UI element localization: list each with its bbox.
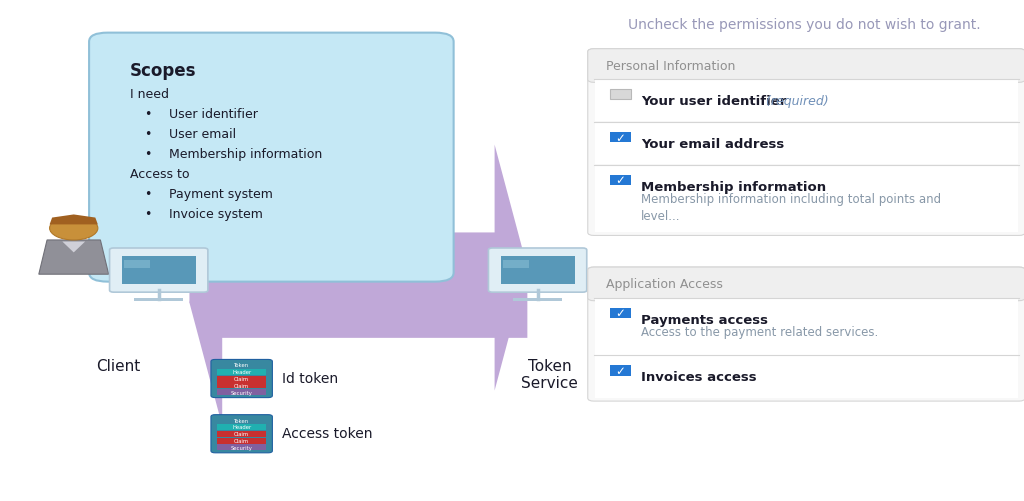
FancyBboxPatch shape [588, 50, 1024, 83]
Bar [232, 270, 275, 275]
Text: Uncheck the permissions you do not wish to grant.: Uncheck the permissions you do not wish … [628, 18, 980, 32]
Text: Membership information including total points and
level...: Membership information including total p… [641, 193, 941, 223]
Text: Token: Token [234, 418, 249, 423]
Circle shape [49, 217, 98, 240]
Text: Access to: Access to [130, 168, 189, 181]
Text: Your email address: Your email address [641, 138, 784, 151]
FancyBboxPatch shape [89, 34, 454, 282]
Bar [595, 123, 1018, 165]
Text: Claim: Claim [234, 383, 249, 388]
Text: Token
Service: Token Service [521, 358, 579, 391]
FancyBboxPatch shape [488, 248, 587, 293]
Text: ✓: ✓ [615, 364, 626, 377]
Text: (required): (required) [762, 95, 828, 108]
Bar [595, 299, 1018, 355]
Text: User identifier: User identifier [169, 108, 258, 121]
Text: Invoice system: Invoice system [169, 208, 263, 221]
Text: Access token: Access token [282, 426, 372, 440]
FancyBboxPatch shape [110, 248, 208, 293]
Text: •: • [144, 188, 152, 201]
Text: Id token: Id token [282, 371, 338, 385]
Polygon shape [233, 273, 274, 311]
Bar [610, 175, 631, 185]
Text: Membership information: Membership information [169, 148, 323, 161]
Text: Your user identifier: Your user identifier [641, 95, 786, 108]
Bar [595, 166, 1018, 232]
Text: •: • [144, 108, 152, 121]
Text: I need: I need [130, 88, 169, 101]
Bar [217, 362, 266, 368]
Text: Scopes: Scopes [130, 62, 197, 80]
Bar [124, 261, 150, 269]
Text: •: • [144, 148, 152, 161]
Text: Payments access: Payments access [641, 313, 768, 326]
FancyArrow shape [189, 145, 527, 391]
Bar [610, 90, 631, 100]
FancyArrow shape [513, 298, 562, 301]
Text: Personal Information: Personal Information [606, 60, 735, 73]
Text: Token: Token [234, 363, 249, 368]
Text: Header: Header [232, 369, 251, 374]
Bar [217, 438, 266, 444]
Text: Client: Client [95, 358, 140, 373]
Text: Claim: Claim [234, 431, 249, 436]
Bar [503, 261, 528, 269]
Bar [217, 389, 266, 395]
Bar [217, 417, 266, 423]
Bar [217, 444, 266, 450]
Bar [610, 308, 631, 318]
FancyBboxPatch shape [588, 268, 1024, 401]
Text: Security: Security [230, 445, 253, 450]
Bar [595, 356, 1018, 398]
Bar [217, 383, 266, 389]
Text: •: • [144, 208, 152, 221]
FancyBboxPatch shape [588, 268, 1024, 301]
FancyBboxPatch shape [588, 50, 1024, 236]
Text: Claim: Claim [234, 438, 249, 443]
Bar [122, 256, 196, 284]
Bar [610, 366, 631, 376]
Polygon shape [39, 240, 109, 275]
Text: Payment system: Payment system [169, 188, 272, 201]
Bar [217, 376, 266, 382]
Bar [595, 81, 1018, 122]
Bar [610, 133, 631, 143]
Polygon shape [49, 215, 98, 225]
Text: Membership information: Membership information [641, 180, 826, 193]
Text: ✓: ✓ [615, 174, 626, 187]
FancyBboxPatch shape [211, 360, 272, 398]
Bar [217, 431, 266, 437]
Text: Access to the payment related services.: Access to the payment related services. [641, 326, 879, 339]
Text: ✓: ✓ [615, 307, 626, 320]
Text: ✓: ✓ [615, 131, 626, 144]
Text: •: • [144, 128, 152, 141]
Text: Invoices access: Invoices access [641, 371, 757, 384]
Polygon shape [62, 242, 85, 253]
FancyArrow shape [189, 180, 527, 426]
Text: User email: User email [169, 128, 237, 141]
Text: Claim: Claim [234, 376, 249, 381]
Bar [501, 256, 574, 284]
Text: Application Access: Application Access [606, 278, 723, 291]
Text: Header: Header [232, 424, 251, 429]
Text: Security: Security [230, 390, 253, 395]
FancyBboxPatch shape [211, 415, 272, 453]
Bar [217, 424, 266, 430]
Bar [217, 369, 266, 375]
FancyArrow shape [134, 298, 183, 301]
